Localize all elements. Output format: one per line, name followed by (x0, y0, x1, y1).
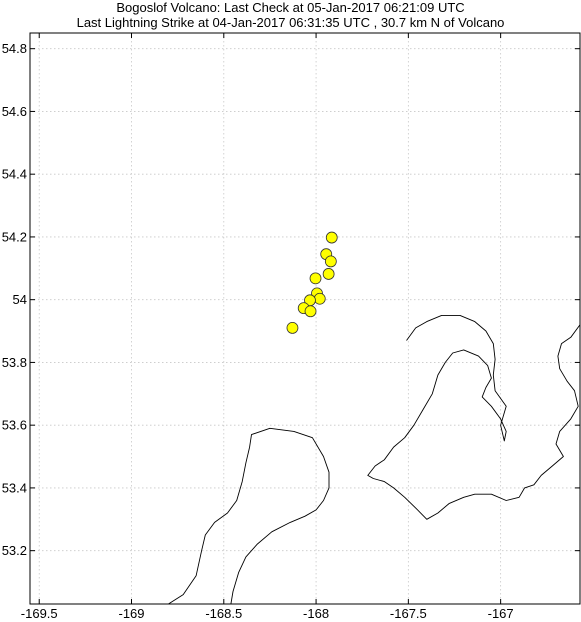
y-tick-label: 54 (13, 292, 27, 307)
coastlines (167, 314, 580, 604)
y-tick-label: 54.4 (2, 167, 27, 182)
x-tick-label: -167 (488, 606, 514, 621)
x-axis: -169.5 -169 -168.5 -168 -167.5 -167 (21, 33, 514, 621)
y-tick-label: 53.6 (2, 418, 27, 433)
y-tick-label: 54.6 (2, 104, 27, 119)
title-line-2: Last Lightning Strike at 04-Jan-2017 06:… (76, 15, 505, 30)
y-tick-label: 53.8 (2, 355, 27, 370)
y-tick-label: 53.2 (2, 543, 27, 558)
y-tick-label: 53.4 (2, 480, 27, 495)
lightning-strike-marker (309, 272, 322, 285)
plot-frame (29, 32, 581, 605)
x-tick-label: -169 (118, 606, 144, 621)
y-tick-label: 54.2 (2, 229, 27, 244)
grid-lines (30, 33, 580, 604)
lightning-strike-marker (325, 231, 338, 244)
lightning-strike-marker (304, 305, 317, 318)
y-axis: 53.2 53.4 53.6 53.8 54 54.2 54.4 54.6 54.8 (2, 41, 580, 558)
x-tick-label: -167.5 (390, 606, 427, 621)
coastline (167, 427, 330, 604)
coastline (367, 314, 580, 520)
y-tick-label: 54.8 (2, 41, 27, 56)
x-tick-label: -168.5 (205, 606, 242, 621)
lightning-strike-marker (324, 255, 337, 268)
x-tick-label: -168 (303, 606, 329, 621)
lightning-strike-marker (286, 322, 299, 334)
plot-title: Bogoslof Volcano: Last Check at 05-Jan-2… (0, 0, 581, 30)
lightning-strikes (286, 231, 338, 334)
title-line-1: Bogoslof Volcano: Last Check at 05-Jan-2… (116, 0, 465, 15)
lightning-strike-marker (313, 292, 326, 305)
lightning-strike-marker (322, 268, 335, 280)
x-tick-label: -169.5 (21, 606, 58, 621)
